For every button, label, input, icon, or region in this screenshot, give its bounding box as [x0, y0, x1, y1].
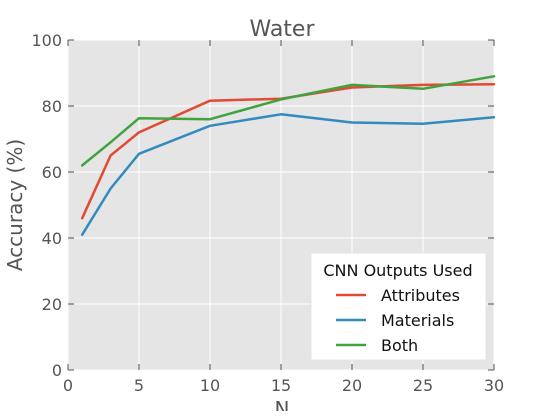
chart-title: Water: [249, 17, 315, 42]
x-tick-label: 30: [484, 376, 504, 395]
y-axis-label: Accuracy (%): [3, 139, 27, 271]
legend-label-attributes: Attributes: [381, 286, 460, 305]
legend-label-materials: Materials: [381, 311, 454, 330]
legend-label-both: Both: [381, 336, 418, 355]
legend-title: CNN Outputs Used: [323, 261, 472, 280]
x-tick-label: 25: [413, 376, 433, 395]
series-line-attributes: [80, 82, 496, 220]
x-tick-label: 10: [200, 376, 220, 395]
y-tick-label: 40: [42, 229, 62, 248]
legend-box: [310, 252, 487, 361]
series-layer: [80, 75, 496, 236]
x-tick-label: 20: [342, 376, 362, 395]
y-tick-label: 100: [31, 31, 62, 50]
y-tick-label: 0: [52, 361, 62, 380]
x-tick-label: 0: [63, 376, 73, 395]
y-tick-label: 60: [42, 163, 62, 182]
series-line-both: [80, 75, 496, 167]
legend: CNN Outputs Used Attributes Materials Both: [310, 252, 487, 361]
x-axis-label: N: [275, 397, 290, 411]
tick-layer: 0 5 10 15 20 25 30 0 20 40 60 80 100: [31, 31, 504, 395]
series-line-materials: [80, 113, 496, 236]
y-tick-label: 20: [42, 295, 62, 314]
x-tick-label: 15: [271, 376, 291, 395]
legend-items: Attributes Materials Both: [336, 286, 460, 355]
y-tick-label: 80: [42, 97, 62, 116]
x-tick-label: 5: [134, 376, 144, 395]
